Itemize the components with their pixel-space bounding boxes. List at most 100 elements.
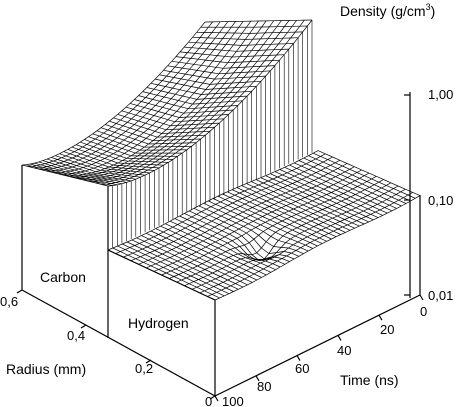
- hydrogen-mesh-line: [159, 247, 168, 253]
- carbon-mesh-line: [191, 142, 197, 147]
- hydrogen-mesh-line: [249, 257, 255, 260]
- carbon-mesh-line: [147, 167, 153, 171]
- carbon-mesh-line: [36, 164, 41, 167]
- hydrogen-mesh-line: [237, 211, 244, 215]
- carbon-mesh-line: [181, 78, 189, 81]
- hydrogen-mesh-line: [344, 171, 353, 176]
- carbon-mesh-line: [297, 31, 303, 38]
- hydrogen-mesh-line: [242, 196, 248, 199]
- hydrogen-mesh-line: [225, 249, 231, 253]
- carbon-mesh-line: [46, 165, 52, 167]
- hydrogen-mesh-line: [231, 260, 237, 264]
- hydrogen-mesh-line: [258, 268, 264, 272]
- carbon-mesh-line: [192, 99, 198, 105]
- hydrogen-mesh-line: [353, 212, 359, 216]
- radius-tick-mark: [16, 289, 23, 294]
- carbon-mesh-line: [172, 83, 178, 89]
- hydrogen-mesh-line: [226, 227, 235, 232]
- hydrogen-mesh-line: [224, 273, 233, 279]
- carbon-mesh-line: [153, 115, 162, 118]
- hydrogen-mesh-line: [166, 251, 175, 256]
- hydrogen-mesh-line: [196, 284, 202, 288]
- hydrogen-mesh-line: [183, 233, 189, 237]
- hydrogen-mesh-line: [282, 174, 290, 179]
- hydrogen-mesh-line: [287, 172, 295, 177]
- carbon-mesh-line: [239, 91, 245, 97]
- carbon-mesh-line: [55, 164, 62, 167]
- carbon-mesh-line: [86, 173, 94, 176]
- hydrogen-mesh-line: [258, 184, 267, 189]
- carbon-mesh-line: [55, 153, 60, 157]
- hydrogen-mesh-line: [306, 176, 315, 181]
- hydrogen-mesh-line: [395, 194, 404, 199]
- carbon-mesh-line: [103, 172, 109, 176]
- carbon-mesh-line: [104, 143, 109, 147]
- carbon-mesh-line: [105, 124, 113, 128]
- hydrogen-mesh-line: [311, 231, 317, 235]
- hydrogen-mesh-line: [247, 282, 253, 286]
- carbon-mesh-line: [161, 159, 167, 163]
- carbon-mesh-line: [222, 92, 231, 94]
- z-tick-label: 1,00: [428, 87, 453, 102]
- carbon-mesh-line: [168, 159, 174, 163]
- hydrogen-mesh-line: [290, 201, 296, 204]
- hydrogen-mesh-line: [204, 229, 210, 233]
- carbon-mesh-line: [30, 163, 37, 167]
- hydrogen-mesh-line: [277, 174, 283, 178]
- hydrogen-mesh-line: [198, 202, 204, 207]
- hydrogen-mesh-line: [154, 250, 163, 255]
- carbon-mesh-line: [294, 25, 301, 33]
- carbon-mesh-line: [144, 172, 150, 176]
- carbon-mesh-line: [198, 82, 204, 89]
- carbon-mesh-line: [84, 148, 90, 152]
- carbon-mesh-line: [144, 152, 149, 157]
- hydrogen-mesh-line: [238, 264, 244, 268]
- hydrogen-mesh-line: [316, 185, 325, 190]
- carbon-mesh-line: [142, 113, 148, 118]
- hydrogen-mesh-line: [213, 286, 222, 291]
- carbon-mesh-line: [96, 177, 102, 180]
- carbon-mesh-line: [187, 103, 193, 109]
- hydrogen-mesh-line: [161, 239, 170, 245]
- carbon-mesh-line: [137, 161, 143, 165]
- radius-axis-title: Radius (mm): [6, 361, 86, 377]
- carbon-mesh-line: [147, 169, 155, 171]
- carbon-mesh-line: [198, 58, 206, 61]
- carbon-mesh-line: [101, 138, 107, 142]
- hydrogen-mesh-line: [297, 191, 303, 195]
- carbon-mesh-line: [210, 83, 218, 85]
- carbon-mesh-line: [128, 158, 134, 162]
- hydrogen-mesh-line: [167, 226, 173, 230]
- hydrogen-mesh-line: [187, 269, 196, 275]
- carbon-mesh-line: [110, 148, 118, 152]
- hydrogen-mesh-line: [220, 251, 226, 255]
- hydrogen-mesh-line: [271, 211, 280, 216]
- hydrogen-mesh-line: [208, 286, 214, 290]
- hydrogen-mesh-line: [273, 189, 279, 192]
- carbon-mesh-line: [75, 141, 81, 145]
- carbon-mesh-line: [69, 170, 77, 174]
- carbon-mesh-line: [264, 26, 270, 34]
- carbon-mesh-line: [159, 136, 165, 141]
- hydrogen-mesh-line: [311, 185, 317, 189]
- hydrogen-mesh-line: [235, 283, 244, 288]
- carbon-mesh-line: [120, 180, 127, 183]
- hydrogen-mesh-line: [283, 251, 292, 254]
- hydrogen-mesh-line: [268, 191, 274, 194]
- hydrogen-mesh-line: [203, 200, 209, 204]
- hydrogen-mesh-line: [398, 199, 407, 204]
- hydrogen-mesh-line: [181, 244, 189, 249]
- carbon-mesh-line: [189, 128, 195, 133]
- hydrogen-mesh-line: [198, 205, 207, 210]
- hydrogen-mesh-line: [275, 229, 281, 233]
- carbon-mesh-line: [30, 162, 35, 165]
- hydrogen-mesh-line: [292, 227, 298, 231]
- carbon-mesh-line: [107, 178, 115, 181]
- hydrogen-mesh-line: [240, 258, 249, 263]
- carbon-mesh-line: [198, 131, 204, 136]
- hydrogen-mesh-line: [214, 226, 223, 232]
- hydrogen-mesh-line: [238, 266, 247, 271]
- z-axis-title: Density (g/cm3): [340, 2, 435, 19]
- hydrogen-mesh-line: [225, 251, 234, 256]
- hydrogen-mesh-line: [235, 206, 241, 210]
